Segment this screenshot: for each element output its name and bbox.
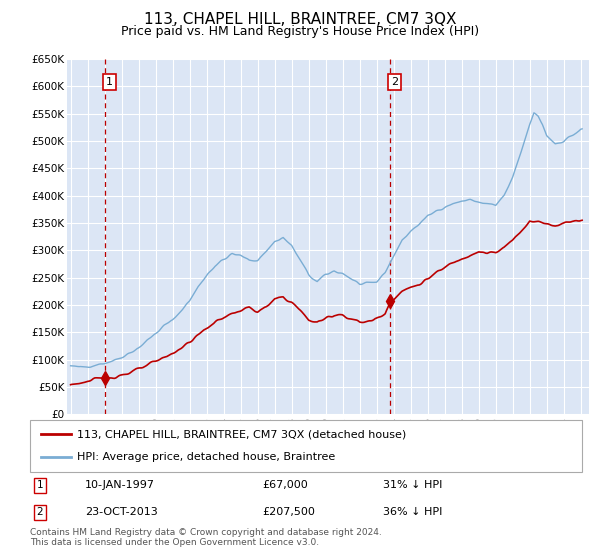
Text: Price paid vs. HM Land Registry's House Price Index (HPI): Price paid vs. HM Land Registry's House … [121,25,479,38]
Text: 36% ↓ HPI: 36% ↓ HPI [383,507,443,517]
Text: 31% ↓ HPI: 31% ↓ HPI [383,480,443,491]
Text: 1: 1 [37,480,43,491]
FancyBboxPatch shape [30,420,582,472]
Text: 2: 2 [37,507,43,517]
Text: Contains HM Land Registry data © Crown copyright and database right 2024.
This d: Contains HM Land Registry data © Crown c… [30,528,382,547]
Text: 2: 2 [391,77,398,87]
Text: 23-OCT-2013: 23-OCT-2013 [85,507,158,517]
Text: 113, CHAPEL HILL, BRAINTREE, CM7 3QX (detached house): 113, CHAPEL HILL, BRAINTREE, CM7 3QX (de… [77,430,406,440]
Text: £67,000: £67,000 [262,480,308,491]
Text: 1: 1 [106,77,113,87]
Text: 10-JAN-1997: 10-JAN-1997 [85,480,155,491]
Text: HPI: Average price, detached house, Braintree: HPI: Average price, detached house, Brai… [77,452,335,462]
Text: £207,500: £207,500 [262,507,315,517]
Text: 113, CHAPEL HILL, BRAINTREE, CM7 3QX: 113, CHAPEL HILL, BRAINTREE, CM7 3QX [144,12,456,27]
